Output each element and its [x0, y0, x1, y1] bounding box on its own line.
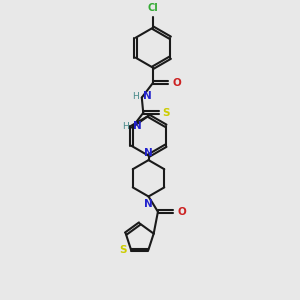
Text: N: N [143, 91, 152, 101]
Text: N: N [145, 148, 153, 158]
Text: N: N [145, 199, 153, 208]
Text: N: N [133, 121, 142, 131]
Text: O: O [177, 207, 186, 217]
Text: S: S [119, 245, 127, 255]
Text: H: H [132, 92, 139, 100]
Text: Cl: Cl [148, 3, 158, 13]
Text: H: H [122, 122, 129, 130]
Text: S: S [163, 108, 170, 118]
Text: O: O [172, 78, 181, 88]
